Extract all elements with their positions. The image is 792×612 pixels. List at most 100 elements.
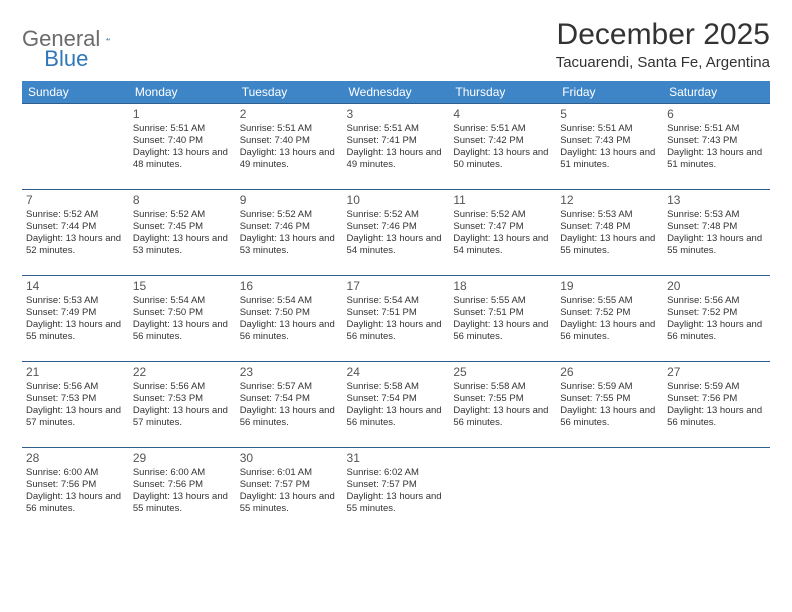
sunrise-line: Sunrise: 5:59 AM [560,381,659,393]
daylight-line: Daylight: 13 hours and 56 minutes. [240,405,339,429]
calendar-table: SundayMondayTuesdayWednesdayThursdayFrid… [22,81,770,534]
sunrise-line: Sunrise: 5:52 AM [133,209,232,221]
day-number: 26 [560,365,659,380]
location-text: Tacuarendi, Santa Fe, Argentina [556,54,770,71]
sunset-line: Sunset: 7:52 PM [560,307,659,319]
sunrise-line: Sunrise: 5:51 AM [240,123,339,135]
sunset-line: Sunset: 7:40 PM [240,135,339,147]
calendar-cell: 19Sunrise: 5:55 AMSunset: 7:52 PMDayligh… [556,276,663,362]
sunset-line: Sunset: 7:43 PM [667,135,766,147]
sunrise-line: Sunrise: 6:02 AM [347,467,446,479]
sunset-line: Sunset: 7:46 PM [240,221,339,233]
logo-sail-icon [106,28,110,50]
day-number: 11 [453,193,552,208]
day-header: Friday [556,81,663,104]
sunset-line: Sunset: 7:48 PM [560,221,659,233]
calendar-cell: 20Sunrise: 5:56 AMSunset: 7:52 PMDayligh… [663,276,770,362]
day-number: 4 [453,107,552,122]
sunset-line: Sunset: 7:48 PM [667,221,766,233]
day-number: 30 [240,451,339,466]
calendar-cell [22,104,129,190]
calendar-cell: 25Sunrise: 5:58 AMSunset: 7:55 PMDayligh… [449,362,556,448]
calendar-cell: 21Sunrise: 5:56 AMSunset: 7:53 PMDayligh… [22,362,129,448]
day-number: 3 [347,107,446,122]
daylight-line: Daylight: 13 hours and 50 minutes. [453,147,552,171]
day-header: Sunday [22,81,129,104]
sunset-line: Sunset: 7:41 PM [347,135,446,147]
day-number: 18 [453,279,552,294]
day-header: Tuesday [236,81,343,104]
daylight-line: Daylight: 13 hours and 56 minutes. [560,319,659,343]
page-title: December 2025 [556,18,770,52]
day-number: 22 [133,365,232,380]
sunset-line: Sunset: 7:53 PM [133,393,232,405]
calendar-cell: 8Sunrise: 5:52 AMSunset: 7:45 PMDaylight… [129,190,236,276]
calendar-cell: 24Sunrise: 5:58 AMSunset: 7:54 PMDayligh… [343,362,450,448]
calendar-cell: 1Sunrise: 5:51 AMSunset: 7:40 PMDaylight… [129,104,236,190]
calendar-cell: 10Sunrise: 5:52 AMSunset: 7:46 PMDayligh… [343,190,450,276]
daylight-line: Daylight: 13 hours and 56 minutes. [26,491,125,515]
daylight-line: Daylight: 13 hours and 48 minutes. [133,147,232,171]
daylight-line: Daylight: 13 hours and 57 minutes. [26,405,125,429]
sunset-line: Sunset: 7:52 PM [667,307,766,319]
sunset-line: Sunset: 7:46 PM [347,221,446,233]
day-number: 23 [240,365,339,380]
sunset-line: Sunset: 7:56 PM [133,479,232,491]
day-number: 5 [560,107,659,122]
daylight-line: Daylight: 13 hours and 49 minutes. [240,147,339,171]
sunrise-line: Sunrise: 5:56 AM [667,295,766,307]
sunset-line: Sunset: 7:47 PM [453,221,552,233]
sunrise-line: Sunrise: 6:00 AM [26,467,125,479]
calendar-cell: 11Sunrise: 5:52 AMSunset: 7:47 PMDayligh… [449,190,556,276]
calendar-week-row: 1Sunrise: 5:51 AMSunset: 7:40 PMDaylight… [22,104,770,190]
calendar-week-row: 21Sunrise: 5:56 AMSunset: 7:53 PMDayligh… [22,362,770,448]
day-number: 12 [560,193,659,208]
daylight-line: Daylight: 13 hours and 49 minutes. [347,147,446,171]
sunrise-line: Sunrise: 5:55 AM [560,295,659,307]
day-number: 8 [133,193,232,208]
day-number: 24 [347,365,446,380]
day-number: 13 [667,193,766,208]
sunrise-line: Sunrise: 5:53 AM [560,209,659,221]
sunset-line: Sunset: 7:54 PM [240,393,339,405]
day-number: 15 [133,279,232,294]
calendar-cell [449,448,556,534]
daylight-line: Daylight: 13 hours and 56 minutes. [667,405,766,429]
calendar-cell: 3Sunrise: 5:51 AMSunset: 7:41 PMDaylight… [343,104,450,190]
day-number: 9 [240,193,339,208]
sunrise-line: Sunrise: 5:59 AM [667,381,766,393]
sunset-line: Sunset: 7:57 PM [347,479,446,491]
calendar-cell: 4Sunrise: 5:51 AMSunset: 7:42 PMDaylight… [449,104,556,190]
calendar-cell: 2Sunrise: 5:51 AMSunset: 7:40 PMDaylight… [236,104,343,190]
header: General Blue December 2025 Tacuarendi, S… [22,18,770,71]
sunset-line: Sunset: 7:56 PM [26,479,125,491]
daylight-line: Daylight: 13 hours and 56 minutes. [347,319,446,343]
calendar-cell: 18Sunrise: 5:55 AMSunset: 7:51 PMDayligh… [449,276,556,362]
sunset-line: Sunset: 7:40 PM [133,135,232,147]
daylight-line: Daylight: 13 hours and 54 minutes. [347,233,446,257]
logo: General Blue [22,18,180,52]
calendar-cell: 31Sunrise: 6:02 AMSunset: 7:57 PMDayligh… [343,448,450,534]
day-number: 17 [347,279,446,294]
sunrise-line: Sunrise: 5:56 AM [26,381,125,393]
calendar-cell: 30Sunrise: 6:01 AMSunset: 7:57 PMDayligh… [236,448,343,534]
sunset-line: Sunset: 7:42 PM [453,135,552,147]
sunset-line: Sunset: 7:55 PM [560,393,659,405]
sunrise-line: Sunrise: 5:52 AM [453,209,552,221]
daylight-line: Daylight: 13 hours and 56 minutes. [453,319,552,343]
sunrise-line: Sunrise: 5:53 AM [667,209,766,221]
sunrise-line: Sunrise: 5:51 AM [667,123,766,135]
day-header: Wednesday [343,81,450,104]
sunset-line: Sunset: 7:50 PM [133,307,232,319]
day-number: 20 [667,279,766,294]
daylight-line: Daylight: 13 hours and 56 minutes. [133,319,232,343]
daylight-line: Daylight: 13 hours and 56 minutes. [347,405,446,429]
daylight-line: Daylight: 13 hours and 57 minutes. [133,405,232,429]
sunset-line: Sunset: 7:55 PM [453,393,552,405]
day-number: 28 [26,451,125,466]
calendar-cell: 12Sunrise: 5:53 AMSunset: 7:48 PMDayligh… [556,190,663,276]
day-number: 31 [347,451,446,466]
calendar-cell: 16Sunrise: 5:54 AMSunset: 7:50 PMDayligh… [236,276,343,362]
calendar-cell: 13Sunrise: 5:53 AMSunset: 7:48 PMDayligh… [663,190,770,276]
daylight-line: Daylight: 13 hours and 55 minutes. [560,233,659,257]
